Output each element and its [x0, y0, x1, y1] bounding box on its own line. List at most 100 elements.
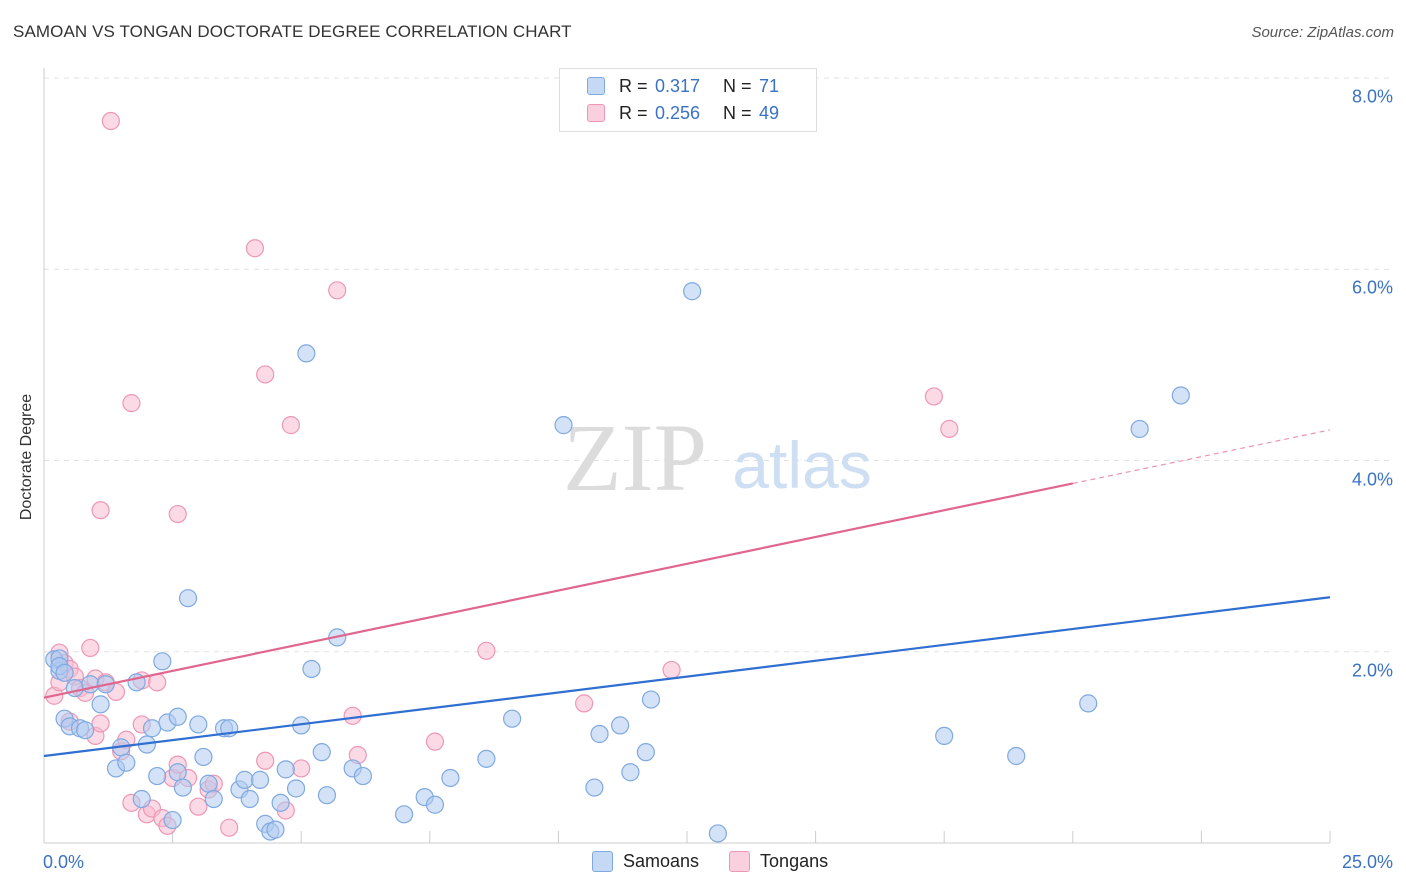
tongan-point	[940, 419, 959, 439]
samoan-point	[199, 774, 218, 793]
samoan-point	[935, 726, 954, 746]
samoan-point	[1007, 746, 1026, 766]
samoan-point	[621, 763, 640, 782]
legend-item-tongans: Tongans	[729, 851, 828, 872]
tongan-trend-extension	[1072, 429, 1331, 485]
legend-row-samoans: R = 0.317 N = 71	[587, 74, 779, 98]
axes	[43, 68, 1331, 844]
samoan-point	[590, 724, 609, 744]
legend-n-label: N =	[723, 102, 752, 123]
legend-r-label: R =	[619, 102, 648, 123]
tongan-point	[924, 387, 944, 406]
samoan-point	[1079, 694, 1098, 713]
samoan-point	[297, 344, 316, 363]
tongan-point	[328, 281, 347, 300]
samoan-point	[353, 766, 373, 786]
samoan-point	[312, 743, 331, 762]
samoan-point	[235, 770, 254, 789]
samoan-point	[250, 770, 270, 789]
samoan-point	[204, 789, 223, 809]
samoan-point	[173, 778, 192, 797]
tongan-point	[220, 818, 239, 837]
tongan-point	[343, 706, 362, 725]
tongan-point	[281, 416, 301, 435]
legend-swatch-samoans	[587, 77, 605, 95]
samoan-point	[1130, 419, 1149, 439]
y-tick-label: 4.0%	[1351, 469, 1393, 489]
samoan-point	[163, 810, 182, 830]
watermark-zip: ZIP	[563, 404, 707, 511]
legend-label-samoans: Samoans	[623, 851, 700, 871]
series-legend: Samoans Tongans	[592, 851, 858, 872]
samoan-point	[302, 659, 321, 679]
legend-swatch-samoans	[592, 851, 613, 872]
tongan-point	[245, 239, 265, 258]
tongan-point	[662, 660, 681, 680]
tongan-point	[575, 694, 594, 713]
trend-lines	[43, 429, 1331, 758]
samoan-trend-line	[43, 596, 1331, 758]
legend-n-label: N =	[723, 75, 752, 96]
tongan-point	[168, 504, 187, 524]
legend-r-label: R =	[619, 75, 648, 96]
samoan-point	[266, 820, 285, 839]
samoan-point	[178, 589, 198, 608]
tongan-trend-line	[43, 482, 1074, 699]
y-tick-label: 6.0%	[1351, 277, 1393, 298]
samoan-point	[317, 786, 337, 805]
samoan-point	[168, 707, 187, 726]
chart-title: SAMOAN VS TONGAN DOCTORATE DEGREE CORREL…	[13, 22, 572, 41]
samoan-point	[65, 678, 84, 698]
samoan-point	[683, 282, 702, 301]
tongan-point	[425, 732, 445, 751]
legend-row-tongans: R = 0.256 N = 49	[587, 101, 779, 125]
samoan-point	[271, 793, 290, 812]
x-tick-max: 25.0%	[1341, 852, 1393, 872]
legend-n-value: 49	[759, 102, 780, 123]
source-credit: Source: ZipAtlas.com	[1251, 24, 1394, 41]
y-tick-label: 8.0%	[1351, 86, 1393, 107]
samoan-point	[554, 416, 573, 435]
samoan-point	[194, 747, 213, 767]
samoan-point	[503, 709, 522, 728]
samoan-point	[477, 749, 496, 768]
samoan-point	[286, 779, 306, 798]
samoan-point	[76, 721, 95, 740]
legend-label-tongans: Tongans	[760, 851, 829, 871]
samoan-point	[189, 715, 208, 734]
watermark: ZIP atlas	[563, 404, 872, 511]
tongan-point	[122, 394, 141, 413]
legend-item-samoans: Samoans	[592, 851, 699, 872]
samoan-point	[148, 766, 167, 786]
legend-n-value: 71	[759, 75, 780, 96]
samoan-point	[394, 805, 414, 824]
tongan-point	[81, 638, 100, 658]
tongan-point	[256, 751, 275, 770]
tongan-point	[292, 759, 311, 778]
watermark-atlas: atlas	[732, 428, 871, 502]
samoan-point	[708, 824, 727, 843]
samoan-point	[276, 760, 295, 779]
tongan-point	[477, 641, 496, 660]
correlation-legend: R = 0.317 N = 71 R = 0.256 N = 49	[559, 68, 817, 132]
gridlines	[44, 77, 1392, 653]
samoan-point	[1171, 386, 1190, 405]
legend-swatch-tongans	[729, 851, 751, 872]
legend-swatch-tongans	[587, 104, 605, 122]
data-points	[45, 111, 1190, 843]
y-tick-label: 2.0%	[1351, 660, 1393, 681]
samoan-point	[641, 690, 661, 709]
samoan-point	[441, 768, 460, 788]
samoan-point	[142, 719, 162, 738]
samoan-point	[117, 753, 136, 772]
legend-r-value: 0.317	[655, 75, 701, 96]
tongan-point	[91, 714, 110, 733]
samoan-point	[132, 789, 151, 809]
tongan-point	[256, 365, 275, 384]
samoan-point	[55, 663, 74, 682]
samoan-point	[240, 789, 259, 809]
samoan-point	[153, 652, 172, 671]
tongan-point	[189, 797, 208, 816]
samoan-point	[91, 695, 110, 714]
